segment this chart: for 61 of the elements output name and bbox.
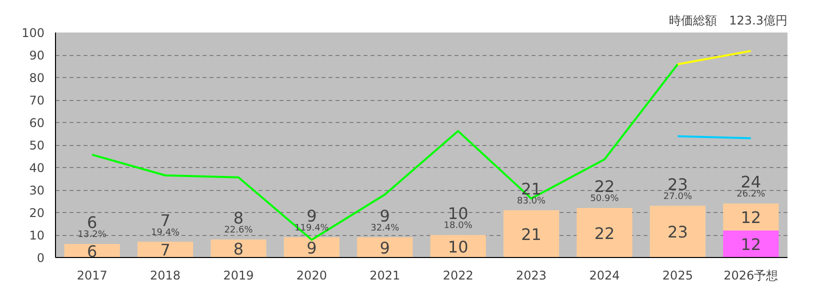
- bar: [723, 204, 779, 230]
- total-label: 9: [380, 206, 390, 226]
- text: 時価総額 123.3億円: [669, 14, 788, 28]
- x-tick-label: 2018: [150, 268, 181, 282]
- y-tick-label: 40: [29, 161, 45, 175]
- data-label: 23: [668, 222, 688, 242]
- bar: [137, 242, 194, 258]
- data-label: 12: [740, 208, 762, 227]
- x-tick-label: 2019: [223, 268, 254, 282]
- y-tick-label: 0: [36, 251, 45, 265]
- x-tick-label: 2022: [442, 268, 474, 282]
- y-tick-label: 70: [29, 94, 45, 108]
- total-label: 6: [87, 213, 98, 232]
- total-label: 24: [740, 172, 762, 192]
- y-tick-label: 60: [29, 116, 45, 130]
- y-tick-label: 10: [29, 228, 45, 242]
- y-tick-label: 100: [22, 26, 44, 40]
- x-tick-label: 2024: [589, 268, 620, 282]
- annotation: 32.4%: [370, 223, 400, 234]
- data-label: 9: [380, 238, 390, 258]
- annotation: 19.4%: [151, 228, 180, 238]
- data-label: 9: [306, 238, 317, 258]
- total-label: 10: [448, 204, 468, 223]
- bar: [503, 210, 560, 258]
- annotation: 83.0%: [517, 196, 546, 206]
- annotation: 27.0%: [663, 192, 692, 202]
- y-tick-label: 50: [29, 138, 45, 152]
- y-tick-label: 30: [29, 184, 45, 198]
- bar: [430, 235, 486, 258]
- total-label: 7: [160, 210, 170, 230]
- total-label: 9: [306, 206, 317, 226]
- total-label: 8: [233, 208, 244, 228]
- data-label: 6: [87, 242, 98, 261]
- data-label: 21: [521, 224, 542, 244]
- annotation: 26.2%: [736, 190, 766, 200]
- x-tick-label: 2023: [516, 268, 547, 282]
- data-label: 10: [448, 237, 468, 256]
- y-tick-label: 20: [29, 206, 45, 220]
- bar: [576, 208, 632, 258]
- x-tick-label: 2026予想: [724, 268, 778, 282]
- total-label: 21: [521, 179, 542, 198]
- bar: [357, 237, 413, 258]
- total-label: 22: [594, 177, 615, 196]
- x-tick-label: 2025: [662, 268, 693, 282]
- x-tick-label: 2017: [76, 268, 108, 282]
- annotation: 50.9%: [590, 194, 620, 204]
- data-label: 8: [233, 240, 244, 258]
- x-tick-label: 2021: [370, 268, 400, 282]
- data-label: 7: [160, 240, 170, 260]
- bar: [210, 240, 266, 258]
- annotation: 22.6%: [224, 226, 254, 236]
- bar: [650, 206, 706, 258]
- data-label: 12: [740, 235, 762, 254]
- data-label: 22: [594, 224, 615, 243]
- y-tick-label: 90: [29, 48, 45, 62]
- total-label: 23: [668, 174, 688, 194]
- annotation: 13.2%: [78, 230, 107, 240]
- x-tick-label: 2020: [296, 268, 327, 282]
- y-tick-label: 80: [29, 71, 45, 85]
- bar: [723, 230, 779, 258]
- annotation: 18.0%: [444, 221, 473, 231]
